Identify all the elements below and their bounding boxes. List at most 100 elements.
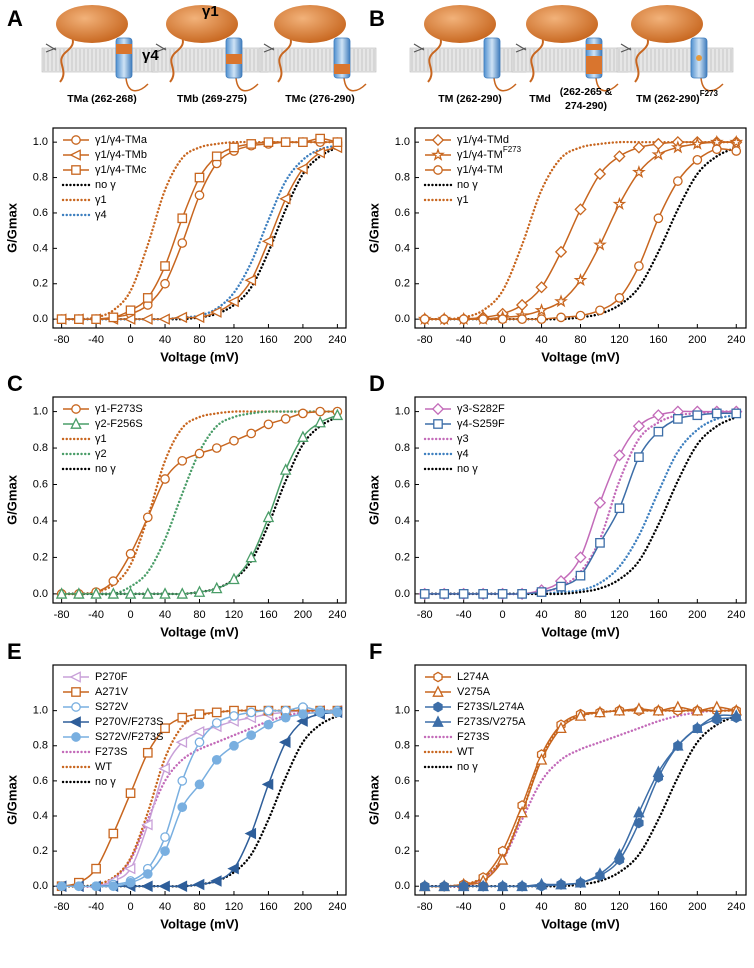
x-tick-label: 0 [127,901,133,913]
marker [175,311,188,324]
marker [516,879,528,892]
marker [709,134,724,149]
x-tick-label: 200 [294,609,312,621]
x-tick-label: 0 [500,609,506,621]
x-axis-label: Voltage (mV) [541,349,620,364]
marker [692,410,703,421]
marker [193,585,206,597]
marker [142,293,153,303]
legend-text: γ1 [95,433,107,445]
x-tick-label: 40 [535,334,547,346]
scissors [413,43,425,53]
schematic-label: TM (262-290)F273 [636,89,718,105]
legend-label: γ4 [95,209,107,221]
schematic [409,5,734,92]
x-tick-label: 200 [688,901,706,913]
marker [731,146,742,156]
marker [160,474,170,484]
subunit [526,5,598,43]
marker [211,707,222,718]
marker [55,587,68,599]
legend-label: γ2-F256S [95,418,143,430]
marker [246,428,257,439]
legend-label: L274A [457,671,489,683]
marker [107,587,120,599]
marker [332,137,343,148]
marker [125,788,136,799]
y-tick-label: 1.0 [33,705,48,717]
x-tick-label: 80 [574,609,586,621]
marker [279,463,292,475]
schematic-label: TMc (276-290) [285,93,354,105]
y-tick-label: 0.0 [395,880,410,892]
legend-text: F273S/V275A [457,716,526,728]
legend-label: no γ [95,776,116,788]
legend-text: γ1/γ4-TMc [95,164,147,176]
marker [535,753,548,765]
series-line [424,716,737,888]
legend-text: P270V/F273S [95,716,164,728]
legend-text: no γ [457,463,478,475]
x-tick-label: -40 [88,609,104,621]
legend-marker [71,702,81,712]
legend-label: F273S/V275A [457,716,526,728]
marker [731,408,742,419]
legend-label: γ1-F273S [95,403,143,415]
schematic-tag: γ4 [142,47,159,64]
x-tick-label: -80 [417,901,433,913]
marker [192,311,205,324]
y-tick-label: 1.0 [395,705,410,717]
y-axis-label: G/Gmax [366,202,381,253]
marker [158,880,170,892]
tail [700,77,724,92]
marker [691,721,704,734]
marker [108,576,119,586]
legend-marker [431,133,445,147]
series-line [423,414,738,596]
marker [211,443,222,453]
marker [632,165,646,179]
legend-text: γ1/γ4-TMa [95,134,148,146]
marker [194,737,205,748]
marker [246,730,257,741]
x-tick-label: 40 [159,334,171,346]
x-tick-label: 0 [127,334,133,346]
x-tick-label: 80 [193,609,205,621]
marker [56,881,67,892]
marker [691,703,704,716]
marker [593,167,607,181]
legend-text: γ1/γ4-TM [457,164,503,176]
legend: P270F A271V S272V P270V/F273S S272V/F273S F27… [61,671,164,788]
x-tick-label: 160 [649,334,667,346]
y-axis-label: G/Gmax [4,774,19,825]
marker [192,725,205,738]
label-text: TM (262-290) [636,93,700,105]
x-tick-label: 240 [328,609,346,621]
y-axis-label: G/Gmax [366,774,381,825]
legend-text: V275A [457,686,491,698]
marker [177,213,188,224]
marker [160,846,170,856]
tail [235,77,259,92]
marker [56,314,67,325]
legend-marker [71,404,81,414]
legend-label: γ2 [95,448,107,460]
marker [74,881,84,892]
marker [142,747,153,758]
legend-label: S272V [95,701,129,713]
y-tick-label: 0.2 [33,551,48,563]
legend-text: γ4 [95,209,107,221]
marker [496,853,509,865]
marker [315,133,325,144]
marker [194,190,205,201]
marker [279,736,291,749]
subunit [631,5,703,43]
marker [229,142,239,153]
y-tick-label: 0.6 [395,478,410,490]
plot-area [418,405,743,601]
marker [142,587,154,599]
marker [314,415,326,428]
marker [438,879,450,892]
schematic-label: TM (262-290) [438,93,502,105]
legend-label: V275A [457,686,491,698]
